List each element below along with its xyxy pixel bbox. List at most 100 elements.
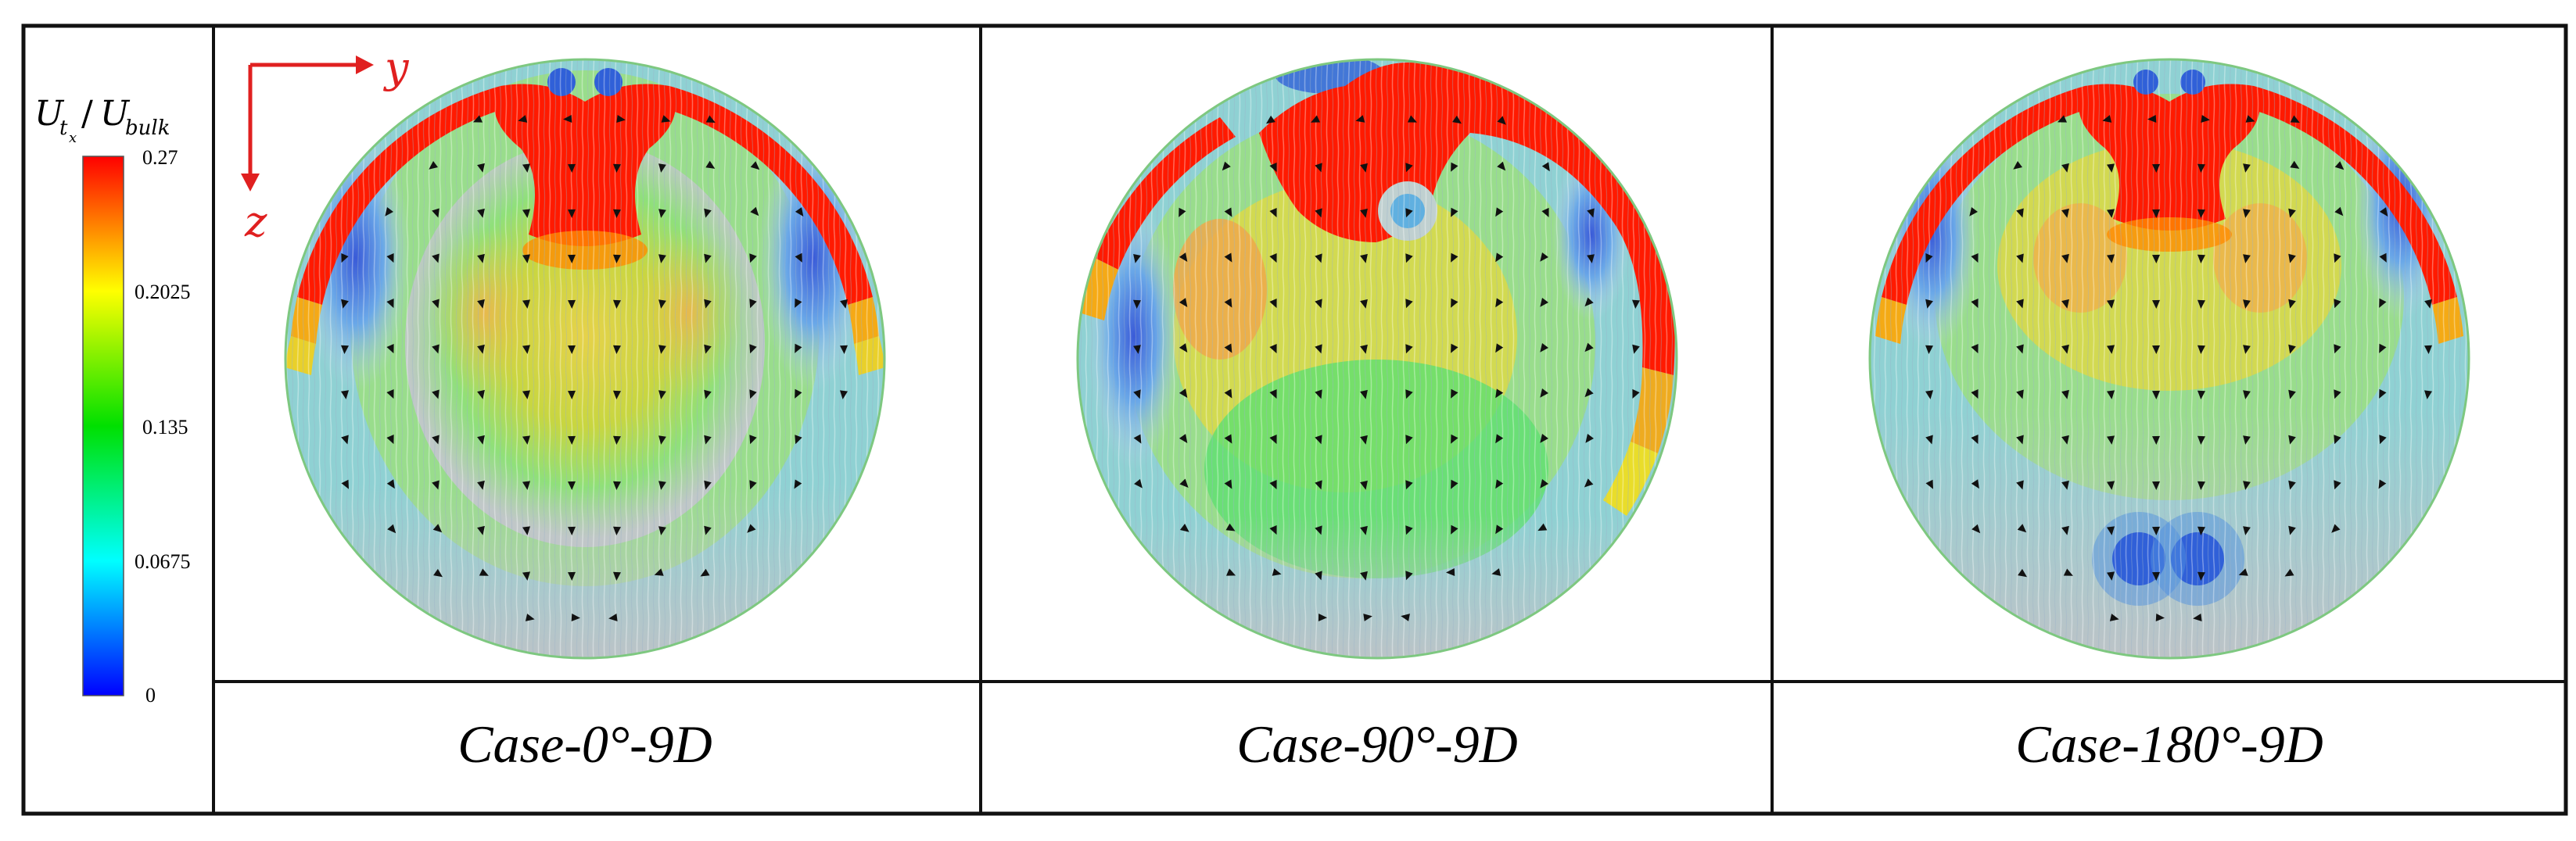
vector-arrow-icon <box>1971 344 1979 354</box>
vector-arrow-icon <box>2197 163 2205 173</box>
z-arrowhead-icon <box>241 174 260 191</box>
vector-arrow-icon <box>2013 161 2022 170</box>
vector-arrow-icon <box>795 388 802 399</box>
contour-case-0 <box>285 59 884 658</box>
vector-arrow-icon <box>386 253 394 263</box>
vector-arrow-icon <box>2016 480 2024 490</box>
vector-arrow-icon <box>704 299 712 309</box>
vector-arrow-icon <box>1584 342 1594 353</box>
vector-arrow-icon <box>1632 388 1640 399</box>
vector-arrow-icon <box>700 568 710 577</box>
vector-arrow-icon <box>2155 614 2165 621</box>
vector-arrow-icon <box>2334 435 2341 445</box>
vector-arrow-icon <box>613 345 621 354</box>
vector-arrow-icon <box>522 254 530 263</box>
vector-arrow-icon <box>795 435 802 445</box>
vector-arrow-icon <box>2197 254 2205 263</box>
vector-arrow-icon <box>1405 389 1413 399</box>
caption-case-180: Case-180°-9D <box>2015 714 2323 774</box>
vector-arrow-icon <box>2061 253 2069 263</box>
vector-arrow-icon <box>2378 479 2387 489</box>
vector-arrow-icon <box>1540 388 1548 398</box>
vector-arrow-icon <box>1584 297 1594 307</box>
vector-arrow-icon <box>613 390 621 399</box>
vector-arrow-icon <box>1226 568 1236 576</box>
vector-arrow-icon <box>2109 614 2119 621</box>
vector-arrow-icon <box>568 390 576 399</box>
vector-arrow-icon <box>1451 207 1458 217</box>
vector-arrow-icon <box>477 163 485 173</box>
vector-arrow-icon <box>613 526 621 535</box>
vector-arrow-icon <box>658 209 666 218</box>
colorbar: U t x / U bulk 0.27 0.2025 0.135 0.0675 … <box>34 94 191 707</box>
vector-arrow-icon <box>2152 526 2160 535</box>
vector-arrow-icon <box>2107 299 2115 309</box>
vector-arrow-icon <box>568 435 576 445</box>
vector-arrow-icon <box>1405 344 1413 354</box>
vector-arrow-icon <box>750 161 760 170</box>
vector-arrow-icon <box>2334 389 2341 399</box>
vector-arrow-icon <box>1495 298 1504 308</box>
vector-arrow-icon <box>613 209 621 218</box>
vector-arrow-icon <box>2061 525 2069 535</box>
vector-arrow-icon <box>477 480 485 490</box>
vector-arrow-icon <box>1269 253 1277 263</box>
vector-arrow-icon <box>2016 208 2024 218</box>
vector-arrow-icon <box>658 254 666 263</box>
vector-arrow-icon <box>1315 435 1322 445</box>
vector-arrow-icon <box>2152 299 2160 309</box>
vector-arrow-icon <box>341 390 349 399</box>
vector-arrow-icon <box>525 614 535 621</box>
vector-arrow-icon <box>2063 568 2073 576</box>
vector-arrow-icon <box>1541 207 1549 217</box>
vector-arrow-icon <box>2334 344 2341 354</box>
vector-arrow-icon <box>2152 571 2160 581</box>
panel-case-0: Case-0°-9D <box>284 58 886 774</box>
vector-arrow-icon <box>704 253 712 263</box>
vector-arrow-icon <box>1632 344 1640 354</box>
vector-arrow-icon <box>1495 479 1504 489</box>
vector-arrow-icon <box>616 115 626 123</box>
vector-arrow-icon <box>704 344 712 354</box>
vector-arrow-icon <box>433 568 443 578</box>
colorbar-label-sub-bulk: bulk <box>125 116 170 140</box>
vector-arrow-icon <box>1407 115 1417 123</box>
vector-arrow-icon <box>704 208 712 218</box>
vector-arrow-icon <box>477 525 485 535</box>
vector-arrow-icon <box>429 161 438 170</box>
vector-arrow-icon <box>477 344 485 354</box>
vector-arrow-icon <box>1315 163 1322 173</box>
vector-arrow-icon <box>341 253 349 263</box>
vector-arrow-icon <box>2107 163 2115 173</box>
vector-arrow-icon <box>386 344 394 354</box>
pipe-wall-case-180 <box>1868 58 2470 660</box>
vector-arrow-icon <box>1315 208 1322 218</box>
vector-arrow-icon <box>1315 525 1322 535</box>
vector-arrow-icon <box>1225 523 1236 531</box>
vector-arrow-icon <box>795 343 802 353</box>
contour-case-90 <box>1078 59 1677 658</box>
vector-arrow-icon <box>1971 253 1979 263</box>
vector-arrow-icon <box>1925 435 1933 445</box>
vector-arrow-icon <box>2107 526 2115 535</box>
vector-arrow-icon <box>654 568 664 576</box>
vector-arrow-icon <box>1495 524 1504 535</box>
vector-arrow-icon <box>1224 434 1232 444</box>
vector-arrow-icon <box>518 115 528 123</box>
vector-arrow-icon <box>2379 298 2387 308</box>
vector-arrow-icon <box>1405 208 1413 218</box>
vector-arrow-icon <box>2107 481 2115 490</box>
vector-arrow-icon <box>2107 390 2115 399</box>
vector-arrow-icon <box>1269 389 1277 399</box>
y-arrowhead-icon <box>356 55 374 74</box>
vector-arrow-icon <box>1405 435 1413 445</box>
vector-arrow-icon <box>1451 298 1458 308</box>
vector-arrow-icon <box>1363 614 1372 621</box>
vector-arrow-icon <box>1315 480 1322 490</box>
vector-arrow-icon <box>1540 298 1548 307</box>
vector-arrow-icon <box>1587 254 1595 263</box>
vector-arrow-icon <box>2017 524 2027 533</box>
vector-arrow-icon <box>1451 252 1458 263</box>
vector-arrow-icon <box>1269 480 1277 490</box>
vector-arrow-icon <box>658 435 666 445</box>
